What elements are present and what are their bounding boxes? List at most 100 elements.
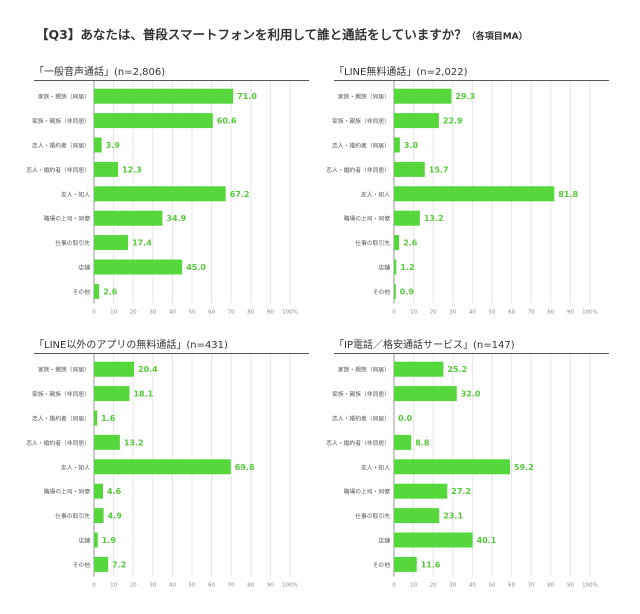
x-tick-label: 80: [247, 583, 254, 589]
bar: [94, 361, 134, 377]
page-title-note: （各項目MA）: [466, 32, 528, 42]
category-label: 家族・親族（非同居）: [32, 390, 90, 398]
bar: [394, 113, 439, 129]
bar-chart-line-free-call: 家族・親族（同居） 29.3 家族・親族（非同居） 22.9 恋人・婚約者（同居） 3.0…: [326, 81, 598, 316]
bar: [394, 483, 448, 499]
x-tick-label: 90: [267, 310, 274, 316]
bar: [94, 137, 102, 153]
data-label: 22.9: [443, 117, 463, 126]
category-label: 友人・知人: [61, 190, 90, 198]
data-label: 34.9: [166, 214, 186, 223]
category-label: 店舗: [378, 264, 390, 272]
data-label: 4.6: [107, 487, 122, 496]
category-label: 職場の上司・同僚: [44, 488, 91, 496]
category-label: 恋人・婚約者（非同居）: [26, 166, 90, 174]
bar: [394, 137, 400, 153]
data-label: 13.2: [124, 438, 144, 447]
category-label: 恋人・婚約者（非同居）: [326, 439, 390, 447]
category-label: その他: [373, 288, 391, 296]
panel-title: 「一般音声通話」(n=2,806): [34, 63, 165, 78]
x-tick-label: 50: [489, 583, 496, 589]
bar: [94, 210, 163, 226]
data-label: 3.0: [404, 141, 419, 150]
x-tick-label: 50: [189, 310, 196, 316]
bar: [394, 283, 396, 299]
bar: [394, 88, 452, 104]
data-label: 20.4: [138, 365, 158, 374]
page-title: 【Q3】あなたは、普段スマートフォンを利用して誰と通話をしていますか？（各項目M…: [36, 24, 528, 43]
x-tick-label: 90: [267, 583, 274, 589]
category-label: 恋人・婚約者（非同居）: [326, 166, 390, 174]
bar: [94, 161, 119, 177]
data-label: 60.6: [217, 117, 237, 126]
category-label: 店舗: [378, 537, 390, 545]
x-tick-label: 40: [469, 583, 476, 589]
x-tick-label: 80: [547, 583, 554, 589]
x-tick-label: 40: [169, 310, 176, 316]
bar: [394, 434, 412, 450]
bar: [394, 386, 457, 402]
x-tick-label: 0: [92, 310, 96, 316]
x-tick-label: 100%: [282, 310, 298, 316]
category-label: 恋人・婚約者（同居）: [332, 415, 390, 423]
category-label: 友人・知人: [61, 463, 90, 471]
panel-sample-size: (n=431): [186, 340, 228, 351]
category-label: その他: [73, 561, 91, 569]
x-tick-label: 70: [528, 310, 535, 316]
bar: [94, 88, 234, 104]
x-tick-label: 90: [567, 583, 574, 589]
chart-panel-line-free-call: 「LINE無料通話」(n=2,022) 家族・親族（同居） 29.3 家族・親族（非…: [326, 63, 609, 316]
data-label: 2.6: [403, 239, 418, 248]
bar: [94, 386, 130, 402]
bar: [394, 508, 440, 524]
panel-title-text: 「LINE以外のアプリの無料通話」: [34, 340, 187, 351]
category-label: 恋人・婚約者（同居）: [32, 142, 90, 150]
category-label: 友人・知人: [361, 463, 390, 471]
x-tick-label: 80: [547, 310, 554, 316]
bar: [394, 361, 444, 377]
x-tick-label: 40: [169, 583, 176, 589]
panel-divider: [34, 353, 309, 354]
bar: [94, 259, 183, 275]
data-label: 4.9: [108, 512, 123, 521]
category-label: 店舗: [78, 264, 90, 272]
bar: [394, 161, 425, 177]
chart-panel-ip-phone: 「IP電話／格安通話サービス」(n=147) 家族・親族（同居） 25.2 家族・親…: [326, 336, 609, 589]
bar-chart-ip-phone: 家族・親族（同居） 25.2 家族・親族（非同居） 32.0 恋人・婚約者（同居） 0.0…: [326, 354, 598, 589]
bar-chart-other-app-call: 家族・親族（同居） 20.4 家族・親族（非同居） 18.1 恋人・婚約者（同居） 1.6…: [26, 354, 298, 589]
data-label: 81.8: [558, 190, 578, 199]
data-label: 15.7: [429, 165, 449, 174]
bar: [94, 434, 120, 450]
data-label: 23.1: [443, 512, 463, 521]
x-tick-label: 10: [110, 583, 117, 589]
category-label: 家族・親族（同居）: [38, 366, 90, 374]
bar: [94, 508, 104, 524]
panel-divider: [334, 353, 609, 354]
panel-sample-size: (n=147): [472, 340, 515, 351]
data-label: 1.2: [400, 263, 414, 272]
category-label: 仕事の取引先: [355, 512, 390, 520]
x-tick-label: 70: [528, 583, 535, 589]
category-label: 店舗: [78, 537, 90, 545]
data-label: 25.2: [447, 365, 467, 374]
category-label: 家族・親族（非同居）: [332, 390, 390, 398]
data-label: 32.0: [461, 390, 481, 399]
x-tick-label: 90: [567, 310, 574, 316]
category-label: 恋人・婚約者（同居）: [32, 415, 90, 423]
panel-title-text: 「一般音声通話」: [34, 67, 114, 78]
bar: [94, 283, 100, 299]
x-tick-label: 30: [149, 310, 156, 316]
bar: [94, 186, 226, 202]
panel-sample-size: (n=2,022): [416, 67, 468, 78]
bar: [394, 210, 420, 226]
x-tick-label: 20: [430, 583, 437, 589]
category-label: その他: [373, 561, 391, 569]
x-tick-label: 30: [149, 583, 156, 589]
bar: [94, 532, 98, 548]
x-tick-label: 70: [228, 583, 235, 589]
bar: [394, 235, 400, 251]
category-label: 仕事の取引先: [55, 239, 90, 247]
panel-title: 「IP電話／格安通話サービス」(n=147): [334, 336, 515, 351]
category-label: 友人・知人: [361, 190, 390, 198]
bar: [394, 259, 397, 275]
